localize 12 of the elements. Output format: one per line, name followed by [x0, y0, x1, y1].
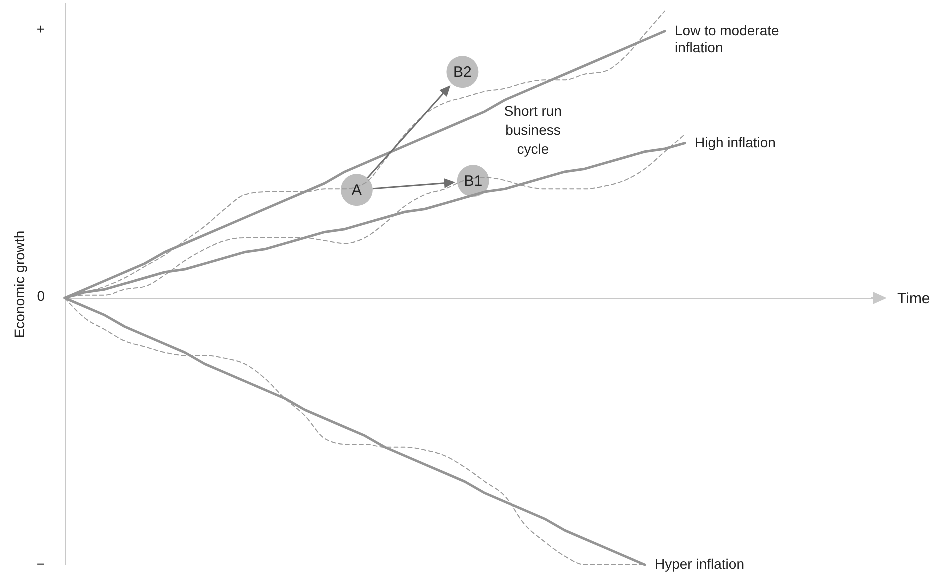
text: +: [36, 20, 45, 37]
series-label: High inflation: [695, 134, 776, 150]
text: −: [36, 556, 45, 572]
annotation: B2: [454, 64, 472, 82]
series-label: Low to moderate inflation: [675, 22, 780, 56]
series-label: Hyper inflation: [655, 556, 744, 572]
annotation: A: [352, 182, 362, 200]
y-axis-title: Economic growth: [12, 230, 28, 338]
annotation: Short run business cycle: [504, 103, 562, 158]
text: 0: [37, 288, 46, 304]
annotation: B1: [464, 173, 483, 190]
x-axis-title: Time: [898, 290, 930, 308]
